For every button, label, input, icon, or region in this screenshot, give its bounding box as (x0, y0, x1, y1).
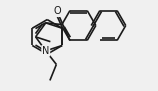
Text: N: N (42, 46, 49, 56)
Text: O: O (53, 6, 61, 16)
